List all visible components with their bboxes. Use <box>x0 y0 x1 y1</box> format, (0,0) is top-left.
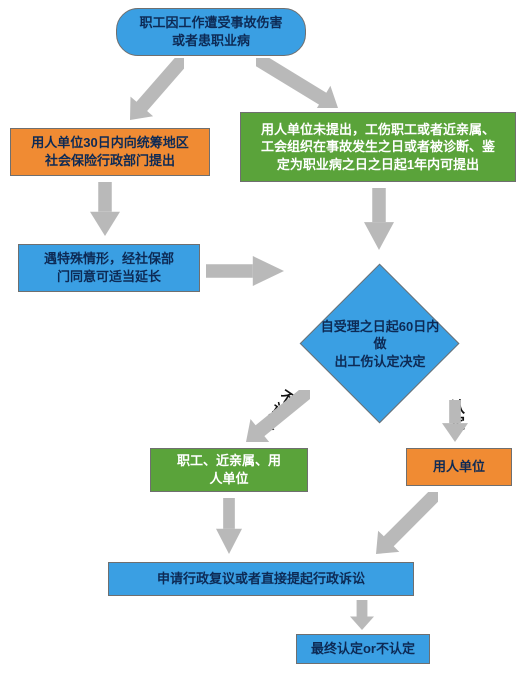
employer-30day-node: 用人单位30日内向统筹地区社会保险行政部门提出 <box>10 128 210 176</box>
employee-1year-node: 用人单位未提出，工伤职工或者近亲属、工会组织在事故发生之日或者被诊断、鉴定为职业… <box>240 112 516 182</box>
decision-label: 自受理之日起60日内做出工伤认定决定 <box>300 264 460 424</box>
arrow-appeal-to-final <box>350 600 374 630</box>
start-node: 职工因工作遭受事故伤害或者患职业病 <box>116 8 306 56</box>
appeal-node: 申请行政复议或者直接提起行政诉讼 <box>108 562 414 596</box>
arrow-leftout-to-appeal <box>216 498 242 554</box>
approved-employer-node: 用人单位 <box>406 448 512 486</box>
arrow-right1-to-decision <box>364 188 394 250</box>
arrow-rightout-to-appeal <box>376 492 438 554</box>
not-approved-parties-node: 职工、近亲属、用人单位 <box>150 448 308 492</box>
arrow-decision-to-leftout <box>246 390 310 442</box>
decision-node: 自受理之日起60日内做出工伤认定决定 <box>300 264 460 424</box>
final-node: 最终认定or不认定 <box>296 634 430 664</box>
arrow-start-to-right <box>256 58 338 108</box>
arrow-left2-to-decision <box>206 256 284 286</box>
arrow-decision-to-rightout <box>442 400 468 442</box>
arrow-left1-to-left2 <box>90 182 120 236</box>
arrow-start-to-left <box>130 58 184 120</box>
extension-node: 遇特殊情形，经社保部门同意可适当延长 <box>18 244 200 292</box>
